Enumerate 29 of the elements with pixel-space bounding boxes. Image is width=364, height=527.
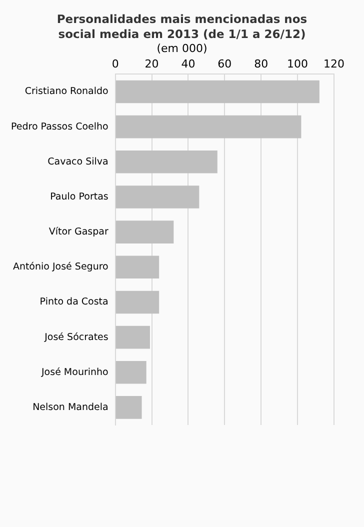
y-tick-label: Pinto da Costa <box>40 296 108 308</box>
x-tick-label: 80 <box>254 57 268 70</box>
y-tick-label: José Mourinho <box>40 366 109 378</box>
chart-title: Personalidades mais mencionadas nos social media em 2013 (de 1/1 a 26/12) <box>56 12 308 42</box>
chart-subtitle: (em 000) <box>156 42 208 55</box>
y-tick-label: Cavaco Silva <box>48 156 108 168</box>
x-tick-label: 60 <box>218 57 232 70</box>
bar <box>116 220 174 244</box>
bar <box>116 290 160 314</box>
x-tick-label: 100 <box>287 57 308 70</box>
y-tick-label: Pedro Passos Coelho <box>10 121 109 132</box>
y-tick-label: António José Seguro <box>12 262 109 273</box>
y-tick-label: Nelson Mandela <box>32 402 108 413</box>
x-tick-label: 0 <box>112 57 119 70</box>
y-tick-label: Vítor Gaspar <box>48 226 108 238</box>
y-tick-label: Cristiano Ronaldo <box>24 86 109 98</box>
y-tick-label: Paulo Portas <box>50 191 108 202</box>
bar <box>116 396 142 419</box>
y-tick-label: José Sócrates <box>44 332 108 343</box>
bar <box>116 80 320 104</box>
bar <box>116 150 218 174</box>
bar <box>116 256 160 279</box>
bar <box>116 115 302 138</box>
bar <box>116 360 146 384</box>
bar <box>116 326 150 349</box>
x-tick-label: 20 <box>144 57 159 70</box>
x-tick-label: 120 <box>324 57 344 70</box>
x-tick-label: 40 <box>181 57 196 70</box>
bar <box>116 186 200 208</box>
